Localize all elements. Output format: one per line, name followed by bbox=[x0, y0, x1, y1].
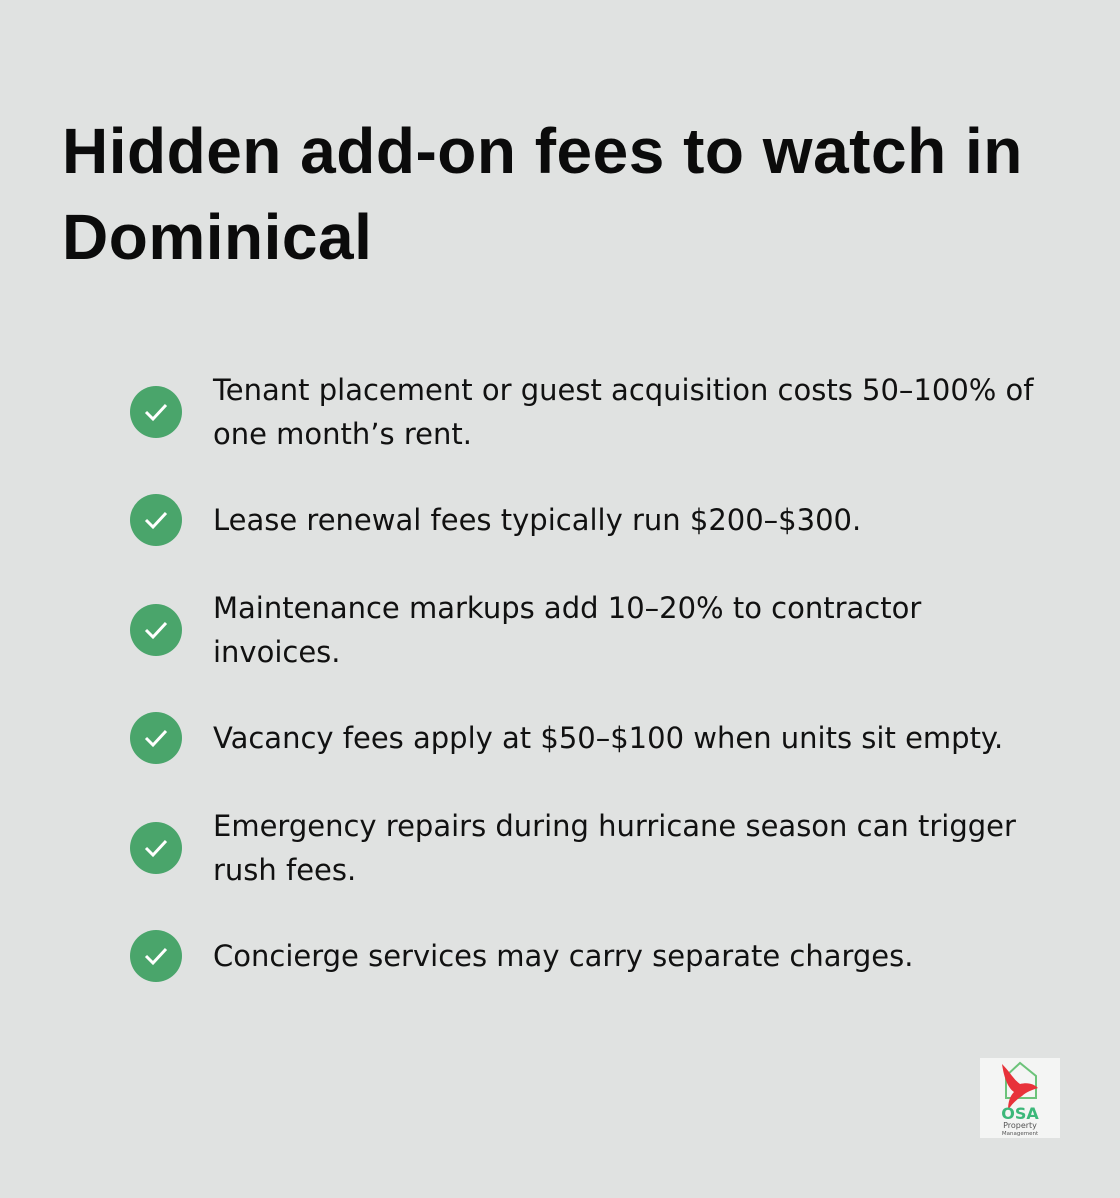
check-circle-icon bbox=[130, 712, 182, 764]
fee-list: Tenant placement or guest acquisition co… bbox=[130, 368, 1070, 982]
item-text: Tenant placement or guest acquisition co… bbox=[213, 373, 1034, 451]
list-item: Maintenance markups add 10–20% to contra… bbox=[130, 586, 1070, 674]
check-circle-icon bbox=[130, 386, 182, 438]
list-item: Tenant placement or guest acquisition co… bbox=[130, 368, 1070, 456]
svg-text:OSA: OSA bbox=[1001, 1104, 1039, 1123]
item-text: Lease renewal fees typically run $200–$3… bbox=[213, 503, 862, 537]
check-circle-icon bbox=[130, 604, 182, 656]
check-circle-icon bbox=[130, 822, 182, 874]
list-item: Concierge services may carry separate ch… bbox=[130, 930, 1070, 982]
svg-text:Property: Property bbox=[1003, 1121, 1037, 1130]
check-circle-icon bbox=[130, 494, 182, 546]
item-text: Maintenance markups add 10–20% to contra… bbox=[213, 591, 922, 669]
svg-text:Management: Management bbox=[1002, 1131, 1039, 1137]
page-title: Hidden add-on fees to watch in Dominical bbox=[62, 115, 1023, 273]
item-text: Concierge services may carry separate ch… bbox=[213, 939, 914, 973]
list-item: Lease renewal fees typically run $200–$3… bbox=[130, 494, 1070, 546]
check-circle-icon bbox=[130, 930, 182, 982]
item-text: Vacancy fees apply at $50–$100 when unit… bbox=[213, 721, 1004, 755]
item-text: Emergency repairs during hurricane seaso… bbox=[213, 809, 1016, 887]
company-logo: OSA Property Management bbox=[980, 1058, 1060, 1138]
list-item: Emergency repairs during hurricane seaso… bbox=[130, 804, 1070, 892]
list-item: Vacancy fees apply at $50–$100 when unit… bbox=[130, 712, 1070, 764]
